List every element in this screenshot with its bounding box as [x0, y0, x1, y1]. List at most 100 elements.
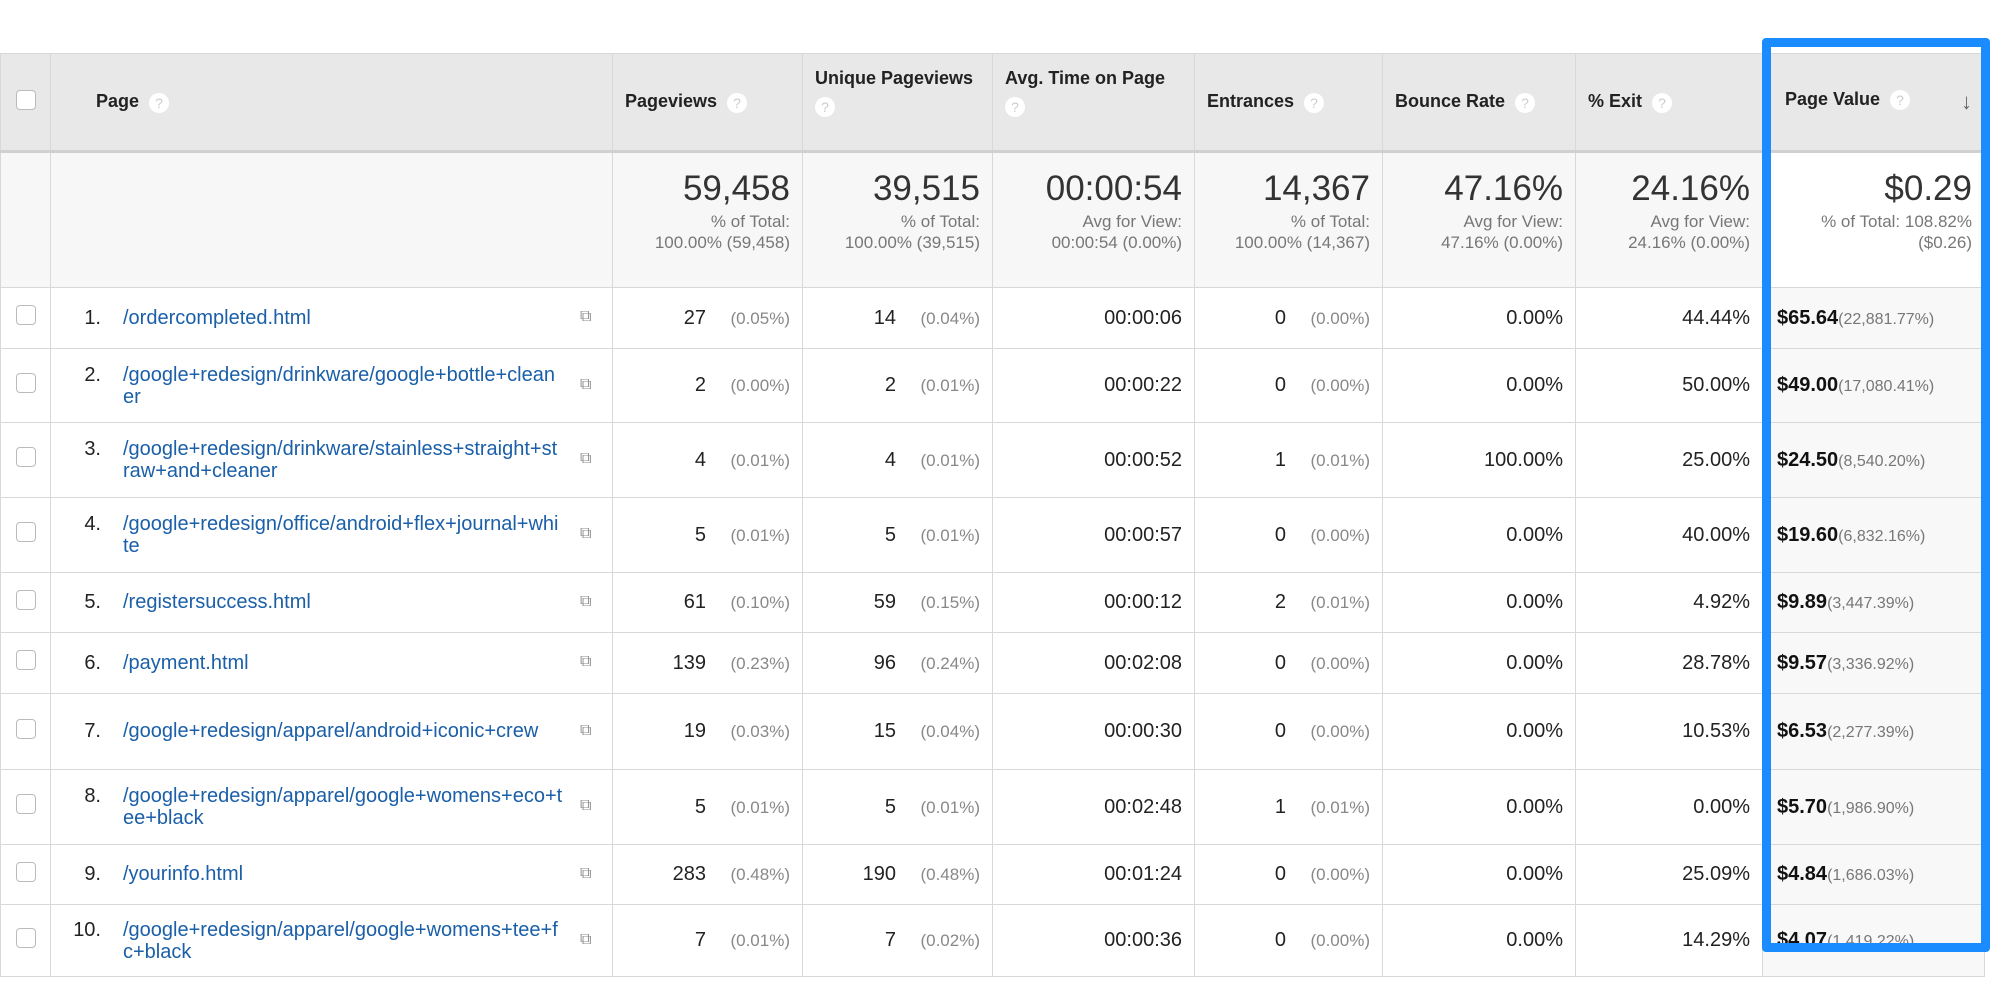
row-checkbox[interactable]: [15, 372, 36, 393]
exit-cell: 50.00%: [1575, 348, 1763, 423]
page-link[interactable]: /ordercompleted.html: [123, 306, 311, 329]
header-pageviews[interactable]: Pageviews?: [612, 53, 803, 153]
row-select-cell: [0, 497, 51, 573]
summary-sub: % of Total: 108.82%: [1821, 212, 1972, 231]
page-link[interactable]: /google+redesign/drinkware/google+bottle…: [123, 363, 555, 408]
row-select-cell: [0, 348, 51, 423]
help-icon[interactable]: ?: [1515, 92, 1536, 113]
avg-time-cell: 00:01:24: [992, 844, 1195, 905]
open-external-icon[interactable]: ⧉: [580, 930, 592, 948]
table-row: 8. /google+redesign/apparel/google+womens…: [0, 769, 1985, 845]
arrow-down-icon[interactable]: ↓: [1961, 89, 1972, 114]
row-index: 9.: [84, 863, 101, 885]
avg-time-cell: 00:02:08: [992, 632, 1195, 694]
page-link[interactable]: /yourinfo.html: [123, 863, 244, 885]
page-link[interactable]: /google+redesign/apparel/android+iconic+…: [123, 720, 539, 742]
help-icon[interactable]: ?: [1890, 90, 1911, 111]
row-checkbox[interactable]: [15, 305, 36, 325]
pageviews-value: 283: [672, 863, 706, 885]
help-icon[interactable]: ?: [1304, 92, 1325, 113]
bounce-rate-cell: 0.00%: [1382, 497, 1576, 573]
header-unique-pageviews[interactable]: Unique Pageviews?: [802, 53, 993, 153]
unique-pageviews-value: 5: [884, 523, 896, 546]
summary-avg-time: 00:00:54 Avg for View: 00:00:54 (0.00%): [992, 151, 1195, 288]
page-link[interactable]: /google+redesign/drinkware/stainless+str…: [123, 438, 558, 482]
header-bounce-rate[interactable]: Bounce Rate?: [1382, 53, 1576, 153]
open-external-icon[interactable]: ⧉: [580, 721, 592, 739]
unique-pageviews-percent: (0.01%): [920, 450, 980, 470]
open-external-icon[interactable]: ⧉: [580, 797, 592, 814]
unique-pageviews-cell: 96 (0.24%): [802, 632, 993, 694]
select-all-checkbox[interactable]: [15, 89, 36, 110]
unique-pageviews-value: 14: [873, 306, 896, 329]
exit-value: 50.00%: [1682, 374, 1750, 396]
pageviews-value: 7: [694, 929, 706, 951]
help-icon[interactable]: ?: [1005, 97, 1025, 117]
page-link[interactable]: /google+redesign/apparel/google+womens+t…: [123, 918, 558, 963]
row-checkbox[interactable]: [15, 522, 36, 542]
pageviews-cell: 139 (0.23%): [612, 632, 803, 694]
pageviews-cell: 5 (0.01%): [612, 497, 803, 573]
header-avg-time[interactable]: Avg. Time on Page?: [992, 53, 1195, 153]
row-checkbox[interactable]: [15, 447, 36, 467]
page-link[interactable]: /registersuccess.html: [123, 591, 311, 613]
row-checkbox[interactable]: [15, 589, 36, 610]
pageviews-value: 19: [683, 720, 706, 742]
unique-pageviews-cell: 7 (0.02%): [802, 904, 993, 977]
header-exit[interactable]: % Exit?: [1575, 53, 1763, 153]
entrances-cell: 0 (0.00%): [1194, 348, 1383, 423]
select-all-cell: [0, 53, 51, 153]
help-icon[interactable]: ?: [1652, 92, 1673, 113]
pageviews-cell: 61 (0.10%): [612, 572, 803, 633]
summary-value: 14,367: [1262, 169, 1370, 208]
table-row: 6./payment.html ⧉ 139 (0.23%) 96 (0.24%) 00…: [0, 632, 1985, 694]
open-external-icon[interactable]: ⧉: [580, 653, 592, 670]
entrances-value: 0: [1274, 651, 1286, 674]
open-external-icon[interactable]: ⧉: [580, 864, 592, 882]
open-external-icon[interactable]: ⧉: [580, 592, 592, 610]
entrances-percent: (0.01%): [1310, 593, 1370, 612]
page-link[interactable]: /payment.html: [123, 651, 249, 674]
page-link[interactable]: /google+redesign/office/android+flex+jou…: [123, 513, 559, 557]
summary-value: 47.16%: [1444, 169, 1563, 208]
row-checkbox[interactable]: [15, 927, 36, 948]
row-checkbox[interactable]: [15, 718, 36, 739]
help-icon[interactable]: ?: [149, 92, 170, 113]
exit-value: 4.92%: [1693, 591, 1750, 613]
entrances-value: 2: [1274, 591, 1286, 613]
avg-time-cell: 00:00:52: [992, 422, 1195, 498]
row-checkbox[interactable]: [15, 650, 36, 670]
unique-pageviews-value: 15: [873, 720, 896, 742]
summary-value: 00:00:54: [1045, 169, 1182, 208]
summary-bounce: 47.16% Avg for View: 47.16% (0.00%): [1382, 151, 1576, 288]
header-page-value[interactable]: Page Value? ↓: [1762, 53, 1985, 153]
page-value-cell: $4.07(1,419.22%): [1762, 904, 1985, 977]
open-external-icon[interactable]: ⧉: [580, 450, 592, 467]
page-value-percent: (22,881.77%): [1838, 310, 1935, 328]
bounce-rate-value: 0.00%: [1506, 795, 1563, 818]
entrances-cell: 0 (0.00%): [1194, 497, 1383, 573]
row-index: 5.: [84, 591, 101, 613]
open-external-icon[interactable]: ⧉: [580, 525, 592, 542]
pageviews-cell: 2 (0.00%): [612, 348, 803, 423]
bounce-rate-cell: 0.00%: [1382, 769, 1576, 845]
page-value-cell: $4.84(1,686.03%): [1762, 844, 1985, 905]
page-value-percent: (3,447.39%): [1827, 595, 1915, 612]
header-row: Page? Pageviews? Unique Pageviews? Avg. …: [0, 53, 1985, 153]
help-icon[interactable]: ?: [727, 92, 748, 113]
avg-time-value: 00:02:08: [1104, 651, 1182, 674]
open-external-icon[interactable]: ⧉: [580, 375, 592, 393]
unique-pageviews-percent: (0.15%): [920, 593, 980, 612]
help-icon[interactable]: ?: [815, 97, 835, 117]
unique-pageviews-cell: 190 (0.48%): [802, 844, 993, 905]
unique-pageviews-percent: (0.01%): [920, 376, 980, 395]
open-external-icon[interactable]: ⧉: [580, 308, 592, 325]
row-checkbox[interactable]: [15, 794, 36, 814]
exit-cell: 25.09%: [1575, 844, 1763, 905]
header-entrances[interactable]: Entrances?: [1194, 53, 1383, 153]
page-value: $19.60: [1777, 523, 1839, 546]
page-link[interactable]: /google+redesign/apparel/google+womens+e…: [123, 785, 563, 829]
row-checkbox[interactable]: [15, 861, 36, 882]
bounce-rate-value: 0.00%: [1506, 929, 1563, 951]
header-page[interactable]: Page?: [50, 53, 613, 153]
